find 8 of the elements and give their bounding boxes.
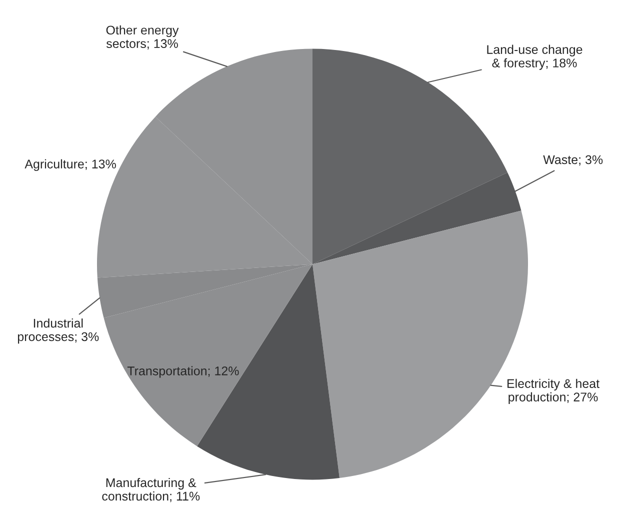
slice-label: Land-use change & forestry; 18% (487, 44, 582, 70)
slice-label: Industrial processes; 3% (18, 318, 99, 344)
slice-label: Other energy sectors; 13% (106, 25, 179, 50)
slice-label: Electricity & heat production; 27% (507, 378, 600, 404)
slice-label: Transportation; 12% (127, 366, 239, 378)
slice-label: Agriculture; 13% (24, 159, 116, 171)
slice-label: Manufacturing & construction; 11% (102, 478, 200, 502)
slice-label: Waste; 3% (543, 155, 603, 166)
